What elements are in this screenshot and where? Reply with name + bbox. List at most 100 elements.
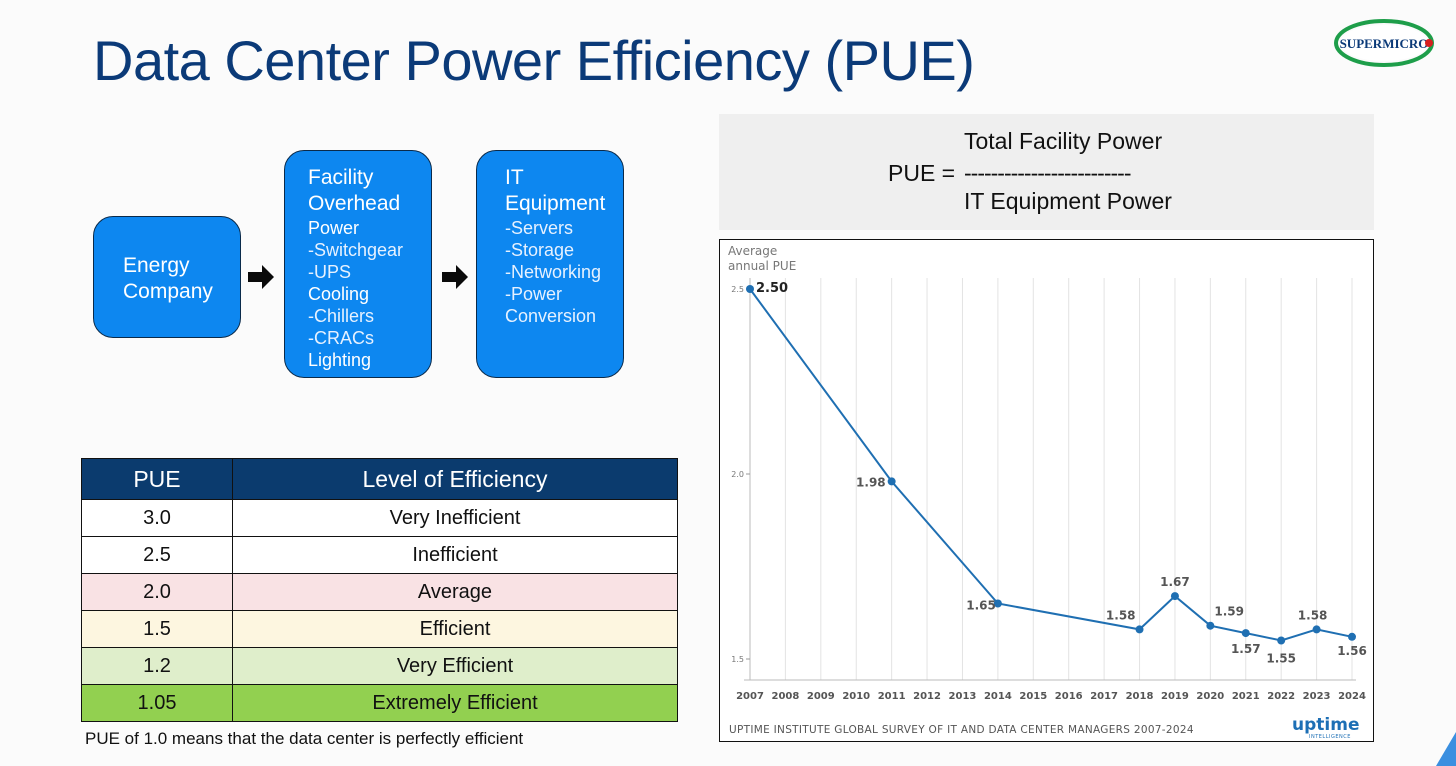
table-cell-pue: 1.05 [81, 684, 233, 722]
table-header-row: PUE Level of Efficiency [81, 458, 678, 500]
table-cell-level: Extremely Efficient [232, 684, 678, 722]
facility-heading2: Overhead [308, 192, 401, 215]
formula-lhs: PUE = [888, 160, 956, 186]
x-tick-label: 2015 [1019, 691, 1047, 702]
x-tick-label: 2021 [1232, 691, 1260, 702]
x-tick-label: 2007 [736, 691, 764, 702]
x-tick-label: 2019 [1161, 691, 1189, 702]
energy-line2: Company [123, 280, 213, 303]
data-point [1170, 592, 1179, 601]
table-row: 2.5 Inefficient [81, 536, 678, 574]
data-point [993, 599, 1002, 608]
pue-chart: 2007 2008 2009 2010 2011 2012 2013 2014 2015 2016… [719, 239, 1374, 742]
x-tick-label: 2018 [1126, 691, 1154, 702]
arrow-right-icon [442, 265, 468, 289]
data-point [1277, 636, 1286, 645]
table-cell-level: Average [232, 573, 678, 611]
data-label: 1.56 [1337, 644, 1367, 658]
x-tick-label: 2009 [807, 691, 835, 702]
formula-numerator: Total Facility Power [964, 128, 1163, 154]
it-heading2: Equipment [505, 192, 606, 215]
data-label: 1.98 [856, 475, 886, 489]
table-cell-level: Efficient [232, 610, 678, 648]
arrow-right-icon [248, 265, 274, 289]
data-point [1241, 629, 1250, 638]
data-point [1312, 625, 1321, 634]
y-axis-label-line2: annual PUE [728, 259, 797, 273]
facility-cooling-item: -CRACs [308, 328, 374, 348]
footnote: PUE of 1.0 means that the data center is… [85, 729, 524, 748]
x-tick-label: 2014 [984, 691, 1012, 702]
energy-company-box: Energy Company [93, 216, 241, 338]
data-point [1206, 621, 1215, 630]
table-row: 2.0 Average [81, 573, 678, 611]
data-label: 1.57 [1231, 642, 1261, 656]
table-row: 1.05 Extremely Efficient [81, 684, 678, 722]
table-cell-pue: 3.0 [81, 499, 233, 537]
data-label: 1.55 [1266, 652, 1296, 666]
data-point [746, 285, 754, 293]
x-tick-label: 2010 [842, 691, 870, 702]
corner-decoration [1436, 732, 1456, 766]
table-row: 3.0 Very Inefficient [81, 499, 678, 537]
uptime-logo: uptime [1292, 715, 1360, 735]
series-line [749, 288, 1353, 642]
table-row: 1.5 Efficient [81, 610, 678, 648]
x-tick-label: 2020 [1196, 691, 1224, 702]
x-tick-label: 2013 [949, 691, 977, 702]
it-item: Conversion [505, 306, 597, 326]
x-tick-label: 2017 [1090, 691, 1118, 702]
y-tick-label: 1.5 [731, 655, 744, 664]
facility-overhead-box: Facility Overhead Power -Switchgear -UPS… [284, 150, 432, 378]
supermicro-logo: SUPERMICRO [1334, 19, 1434, 67]
y-axis-label-line1: Average [728, 244, 778, 258]
x-tick-label: 2012 [913, 691, 941, 702]
facility-item: -UPS [308, 262, 352, 282]
data-label: 1.67 [1160, 575, 1190, 589]
it-heading1: IT [505, 166, 524, 189]
x-tick-label: 2023 [1303, 691, 1331, 702]
facility-heading3: Power [308, 218, 360, 238]
x-tick-label: 2016 [1055, 691, 1083, 702]
table-cell-level: Inefficient [232, 536, 678, 574]
data-label: 1.65 [966, 599, 996, 613]
page-title: Data Center Power Efficiency (PUE) [93, 29, 975, 92]
x-tick-label: 2008 [771, 691, 799, 702]
table-cell-pue: 2.5 [81, 536, 233, 574]
x-tick-label: 2024 [1338, 691, 1366, 702]
data-label: 1.59 [1214, 605, 1244, 619]
data-point [1348, 632, 1356, 641]
facility-item: -Switchgear [308, 240, 404, 260]
pue-formula: PUE = Total Facility Power -------------… [719, 114, 1374, 230]
facility-cooling: Cooling [308, 284, 370, 304]
table-cell-pue: 1.5 [81, 610, 233, 648]
table-row: 1.2 Very Efficient [81, 647, 678, 685]
uptime-logo-sub: INTELLIGENCE [1309, 734, 1351, 740]
y-axis-label: Average annual PUE [728, 244, 796, 274]
energy-line1: Energy [123, 254, 190, 277]
it-item: -Networking [505, 262, 602, 282]
data-point [1135, 625, 1144, 634]
logo-text: SUPERMICRO [1340, 36, 1429, 51]
it-item: -Power [505, 284, 563, 304]
facility-lighting: Lighting [308, 350, 372, 370]
facility-heading1: Facility [308, 166, 374, 189]
y-tick-label: 2.5 [731, 285, 744, 294]
data-label: 1.58 [1106, 608, 1136, 622]
it-item: -Storage [505, 240, 575, 260]
formula-divider: ------------------------- [964, 160, 1131, 186]
data-point [887, 477, 896, 486]
efficiency-table: PUE Level of Efficiency 3.0 Very Ineffici… [81, 458, 678, 722]
table-cell-level: Very Inefficient [232, 499, 678, 537]
formula-denominator: IT Equipment Power [964, 188, 1172, 214]
y-tick-label: 2.0 [731, 470, 744, 479]
table-cell-pue: 2.0 [81, 573, 233, 611]
it-equipment-box: IT Equipment -Servers -Storage -Networki… [476, 150, 624, 378]
data-label: 1.58 [1298, 608, 1328, 622]
x-tick-label: 2011 [878, 691, 906, 702]
pue-line-chart: 2007 2008 2009 2010 2011 2012 2013 2014 2015 2016… [731, 278, 1367, 702]
facility-cooling-item: -Chillers [308, 306, 375, 326]
table-header-pue: PUE [81, 458, 233, 500]
x-tick-label: 2022 [1267, 691, 1295, 702]
table-cell-pue: 1.2 [81, 647, 233, 685]
